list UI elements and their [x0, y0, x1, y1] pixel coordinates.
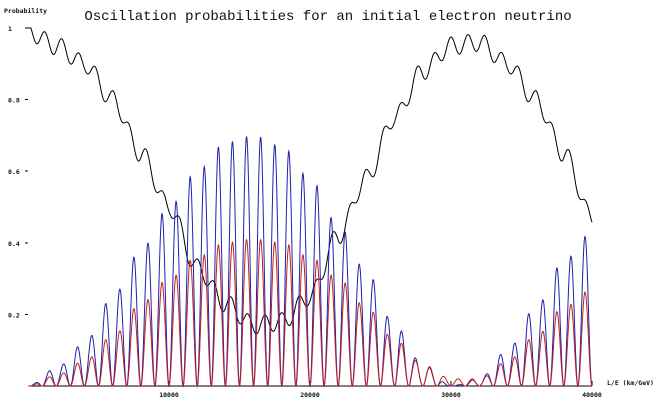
- x-tick-label: 30000: [441, 391, 461, 399]
- y-axis-ticks: 0.2 0.4 0.6 0.8 1: [8, 25, 28, 319]
- y-tick-label: 0.8: [8, 97, 20, 105]
- x-axis-label: L/E (km/GeV): [607, 379, 654, 387]
- x-tick-label: 20000: [300, 391, 320, 399]
- y-tick-label: 0.6: [8, 168, 20, 176]
- series-line-1: [28, 27, 593, 335]
- series-line-2: [28, 136, 593, 388]
- series-group: [28, 27, 593, 388]
- x-tick-label: 10000: [159, 391, 179, 399]
- chart-title: Oscillation probabilities for an initial…: [84, 9, 571, 25]
- y-tick-label: 0.2: [8, 311, 20, 319]
- x-tick-label: 40000: [582, 391, 602, 399]
- y-tick-label: 0.4: [8, 240, 20, 248]
- y-tick-label: 1: [8, 25, 12, 33]
- series-line-3: [28, 238, 593, 388]
- y-axis-label: Probability: [4, 7, 47, 15]
